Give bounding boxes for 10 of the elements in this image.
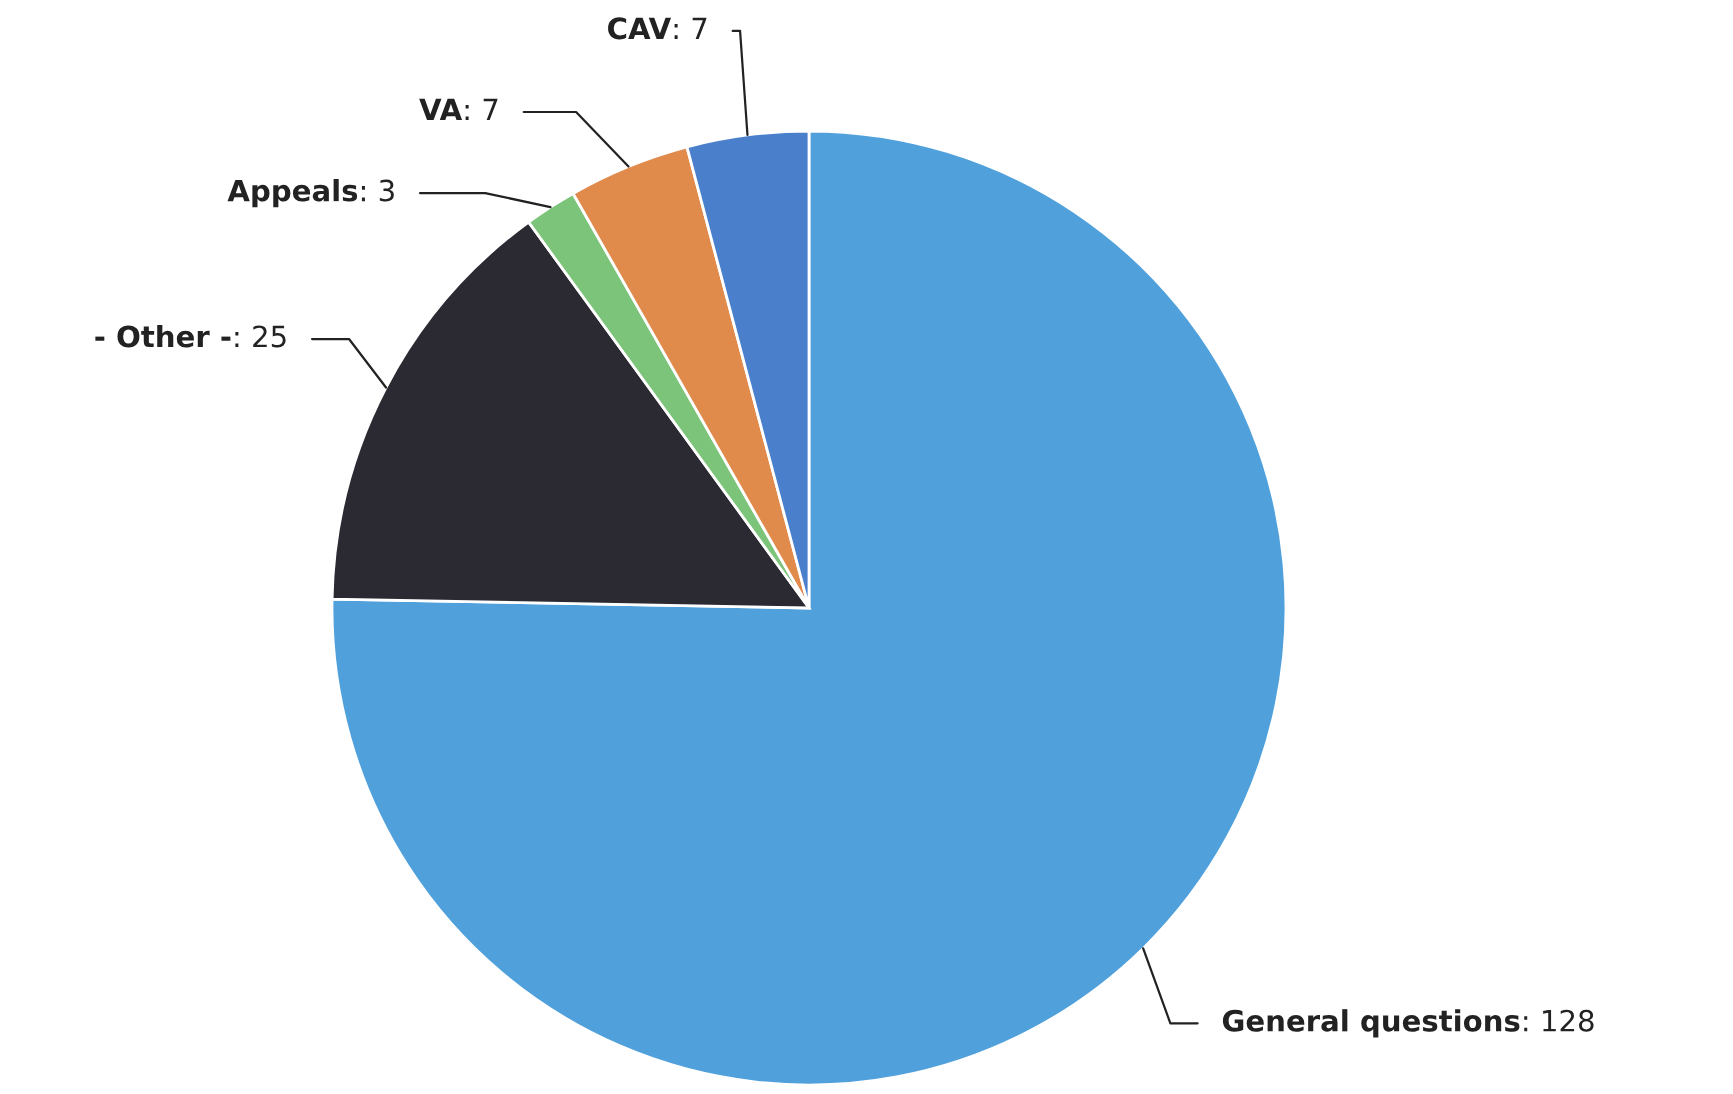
data-label: : 25	[235, 325, 286, 348]
slice-label: VA	[419, 98, 463, 121]
data-label: : 128	[1524, 1009, 1594, 1032]
slice-label: - Other -	[95, 324, 231, 348]
slice-label: CAV	[608, 17, 672, 40]
data-label: : 7	[674, 17, 707, 39]
data-label: : 7	[465, 98, 498, 121]
slice-label: General questions	[1222, 1009, 1520, 1038]
data-label: : 3	[361, 179, 394, 202]
slice-label: Appeals	[227, 178, 358, 208]
